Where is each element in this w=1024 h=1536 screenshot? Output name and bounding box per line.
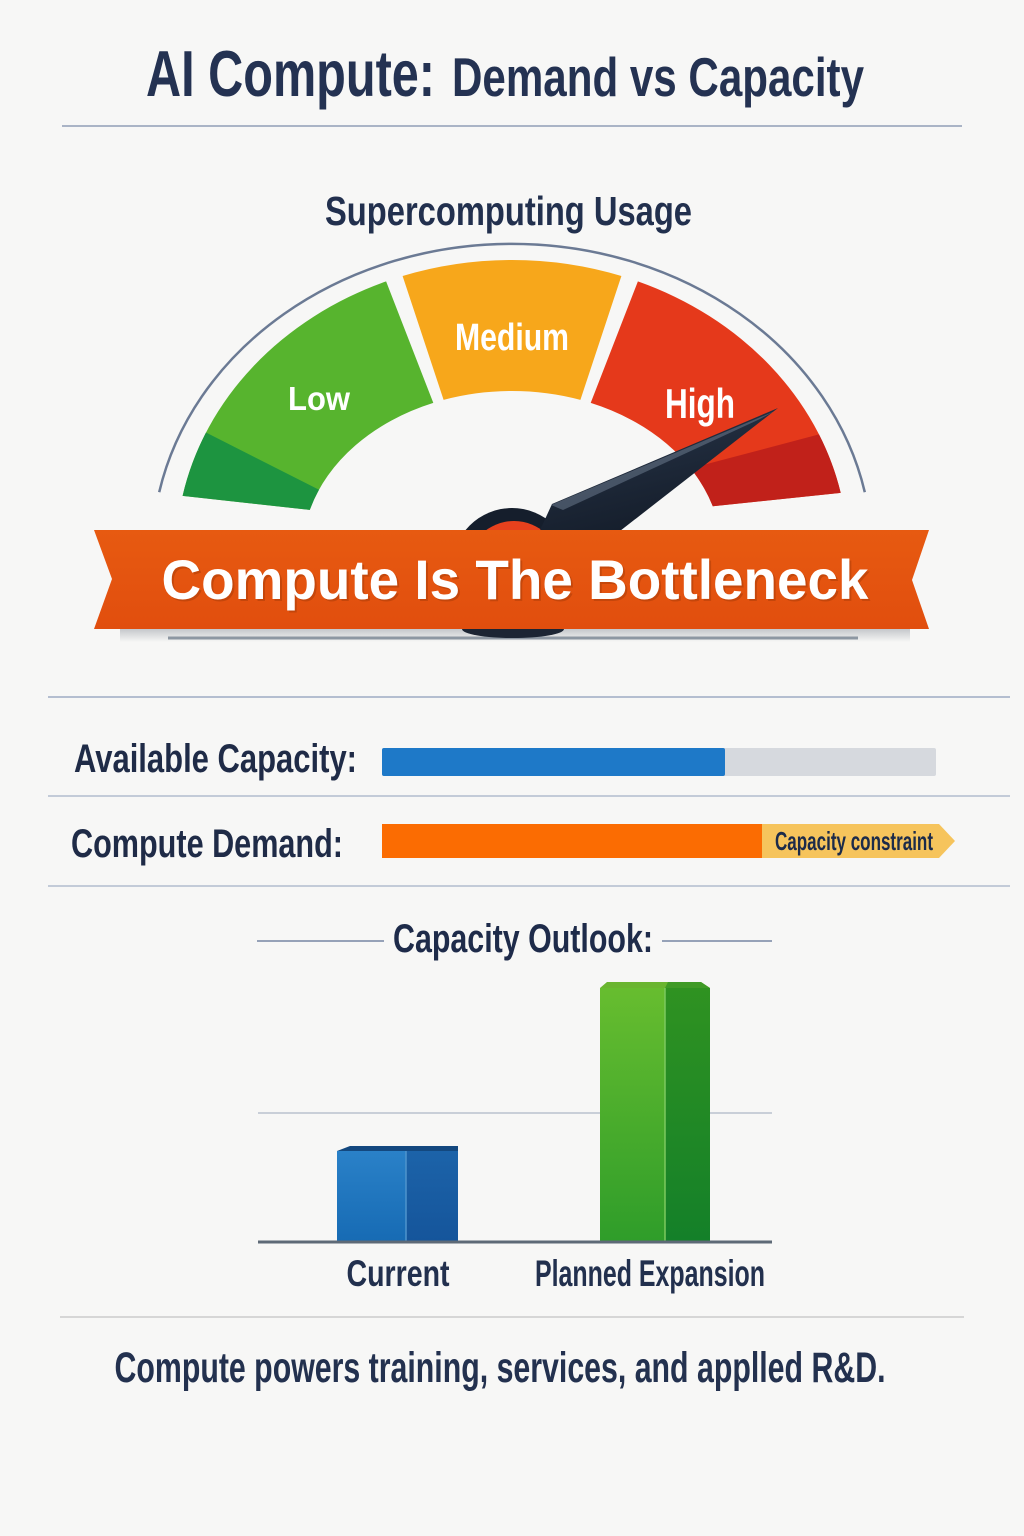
- svg-text:Current: Current: [347, 1253, 450, 1294]
- svg-text:AI Compute:: AI Compute:: [146, 37, 435, 110]
- svg-text:Capacity constraint: Capacity constraint: [775, 826, 933, 856]
- svg-text:Supercomputing Usage: Supercomputing Usage: [325, 188, 692, 234]
- svg-text:Capacity Outlook:: Capacity Outlook:: [393, 917, 653, 961]
- svg-text:Planned Expansion: Planned Expansion: [535, 1253, 765, 1294]
- svg-text:Compute Is The Bottleneck: Compute Is The Bottleneck: [162, 548, 870, 611]
- svg-text:Demand vs Capacity: Demand vs Capacity: [452, 46, 864, 108]
- svg-text:Compute Is The Bottleneck: Compute Is The Bottleneck: [164, 550, 872, 613]
- svg-text:Compute powers training, servi: Compute powers training, services, and a…: [115, 1344, 886, 1392]
- svg-text:Medium: Medium: [455, 317, 569, 359]
- svg-text:Low: Low: [288, 380, 350, 417]
- svg-text:High: High: [665, 380, 735, 427]
- svg-text:Available Capacity:: Available Capacity:: [74, 737, 357, 781]
- svg-text:Compute Demand:: Compute Demand:: [71, 822, 343, 866]
